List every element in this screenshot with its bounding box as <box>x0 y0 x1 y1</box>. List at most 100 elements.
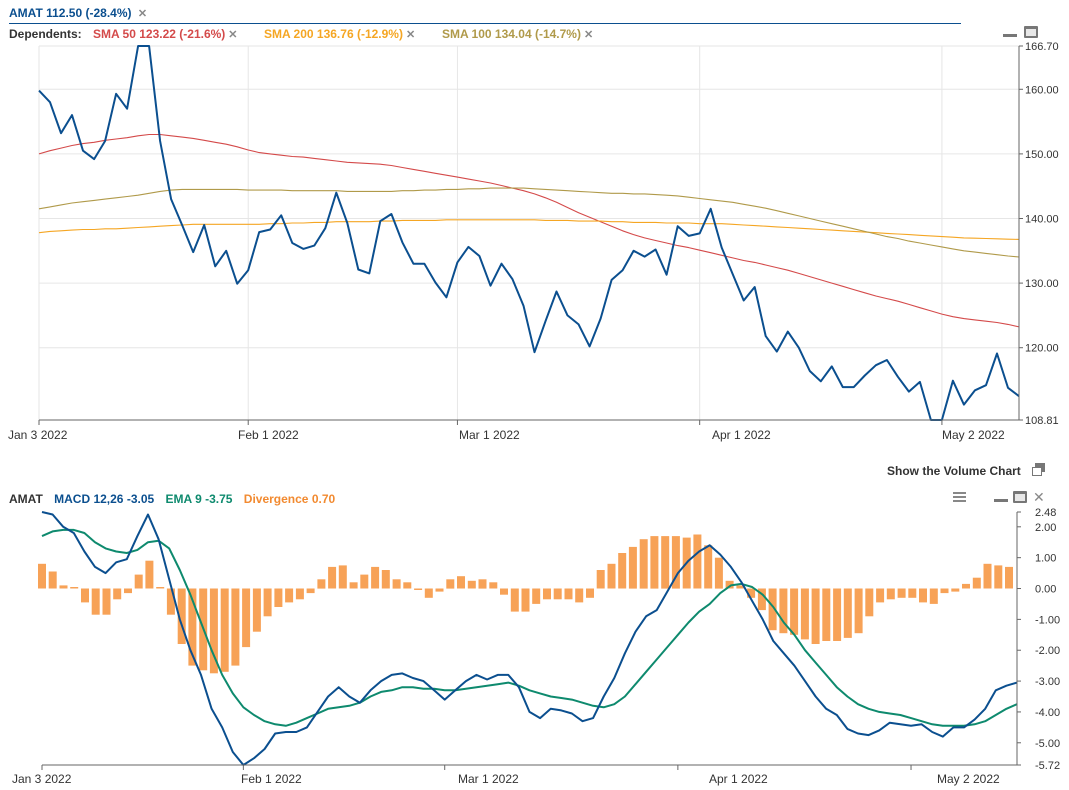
dependent-sma100-label: SMA 100 134.04 (-14.7%) <box>442 27 581 41</box>
divergence-bar <box>435 588 444 592</box>
divergence-bar <box>876 588 885 603</box>
macd-ticker: AMAT <box>9 492 43 506</box>
divergence-bar <box>650 536 659 589</box>
minimize-icon[interactable] <box>1003 34 1017 37</box>
dependent-sma50-label: SMA 50 123.22 (-21.6%) <box>93 27 226 41</box>
divergence-bar <box>586 588 594 598</box>
y-tick-label: 2.00 <box>1035 522 1056 534</box>
divergence-bar <box>349 582 358 589</box>
divergence-bar <box>704 545 713 589</box>
divergence-bar <box>70 587 79 589</box>
divergence-bar <box>306 588 315 594</box>
macd-label: MACD 12,26 -3.05 <box>54 492 155 506</box>
divergence-bar <box>1005 566 1013 589</box>
show-volume-link[interactable]: Show the Volume Chart <box>887 464 1021 478</box>
divergence-bar <box>800 588 809 640</box>
divergence-bar <box>929 588 938 604</box>
x-tick-label: Mar 1 2022 <box>458 772 519 786</box>
divergence-bar <box>489 582 498 589</box>
divergence-bar <box>274 588 283 607</box>
divergence-bar <box>779 588 788 634</box>
divergence-bar <box>38 563 46 589</box>
divergence-bar <box>59 585 68 589</box>
divergence-bar <box>790 588 799 635</box>
divergence-bar <box>811 588 820 644</box>
divergence-bar <box>124 588 132 594</box>
divergence-bar <box>725 580 734 589</box>
divergence-bar <box>242 588 251 648</box>
divergence-bar <box>188 588 197 666</box>
ema-label: EMA 9 -3.75 <box>165 492 233 506</box>
divergence-bar <box>661 536 670 589</box>
close-icon[interactable]: ✕ <box>228 29 238 41</box>
close-icon[interactable]: ✕ <box>1033 489 1045 505</box>
divergence-bar <box>564 588 573 600</box>
maximize-icon[interactable] <box>1013 491 1027 503</box>
divergence-bar <box>252 588 261 632</box>
divergence-bar <box>457 576 465 589</box>
maximize-icon[interactable] <box>1024 26 1038 38</box>
x-tick-label: May 2 2022 <box>942 428 1005 442</box>
y-tick-label: 1.00 <box>1035 553 1056 565</box>
divergence-bar <box>714 557 723 589</box>
y-tick-label: -4.00 <box>1035 707 1060 719</box>
y-tick-label: 160.00 <box>1025 84 1059 96</box>
divergence-bar <box>510 588 519 612</box>
divergence-bar <box>91 588 100 615</box>
dependent-sma100: SMA 100 134.04 (-14.7%) ✕ <box>442 27 593 41</box>
divergence-bar <box>166 588 175 615</box>
divergence-bar <box>607 563 616 589</box>
y-tick-label: 2.48 <box>1035 507 1056 519</box>
close-icon[interactable]: ✕ <box>583 29 594 41</box>
divergence-bar <box>543 588 551 600</box>
menu-icon[interactable] <box>953 491 966 502</box>
price-chart: 166.70 160.00 150.00 140.00 130.00 120.00 108.… <box>8 41 1059 442</box>
close-icon[interactable]: ✕ <box>137 8 148 20</box>
y-tick-label: -2.00 <box>1035 645 1060 657</box>
divergence-bar <box>628 546 637 589</box>
divergence-bar <box>156 587 165 589</box>
window-icon[interactable] <box>1032 463 1046 477</box>
macd-legend: AMAT MACD 12,26 -3.05 EMA 9 -3.75 Diverg… <box>9 492 335 506</box>
divergence-bar <box>414 588 423 590</box>
divergence-bar <box>919 588 927 603</box>
y-tick-label: 130.00 <box>1025 278 1059 290</box>
divergence-bar <box>951 588 960 592</box>
close-icon[interactable]: ✕ <box>405 29 416 41</box>
header-divider <box>9 23 961 24</box>
x-tick-label: Feb 1 2022 <box>238 428 299 442</box>
divergence-bar <box>446 579 455 589</box>
divergence-bar <box>865 588 874 617</box>
divergence-bar <box>886 588 895 600</box>
series-line-sma-200 <box>38 219 1020 240</box>
divergence-bar <box>843 588 852 638</box>
y-tick-label: 108.81 <box>1025 415 1059 427</box>
y-tick-label: 0.00 <box>1035 584 1056 596</box>
divergence-bar <box>618 553 627 589</box>
divergence-bar <box>736 585 745 589</box>
series-line-sma-100 <box>38 187 1020 258</box>
divergence-bar <box>671 536 680 589</box>
divergence-bar <box>134 574 143 589</box>
divergence-bar <box>553 588 562 600</box>
series-line-macd-12-26 <box>41 511 1018 766</box>
macd-chart: 2.48 2.00 1.00 0.00 -1.00 -2.00 -3.00 -4.00 -5.0… <box>12 507 1060 786</box>
divergence-bar <box>113 588 122 600</box>
x-tick-label: Jan 3 2022 <box>12 772 72 786</box>
dependents-label: Dependents: <box>9 27 82 41</box>
y-tick-label: -3.00 <box>1035 676 1060 688</box>
series-line-ema-9 <box>41 528 1018 727</box>
divergence-bar <box>102 588 111 615</box>
volume-link-row: Show the Volume Chart <box>887 464 1021 478</box>
minimize-icon[interactable] <box>994 499 1008 502</box>
divergence-bar <box>403 582 412 589</box>
dependents-row: Dependents: SMA 50 123.22 (-21.6%) ✕ SMA … <box>9 27 593 41</box>
divergence-bar <box>500 588 508 595</box>
divergence-bar <box>747 588 756 598</box>
divergence-bar <box>360 574 369 589</box>
divergence-label: Divergence 0.70 <box>243 492 336 506</box>
divergence-bar <box>317 579 326 589</box>
ticker-label: AMAT 112.50 (-28.4%) <box>9 6 132 20</box>
dependent-sma200-label: SMA 200 136.76 (-12.9%) <box>264 27 403 41</box>
y-tick-label: 120.00 <box>1025 343 1059 355</box>
